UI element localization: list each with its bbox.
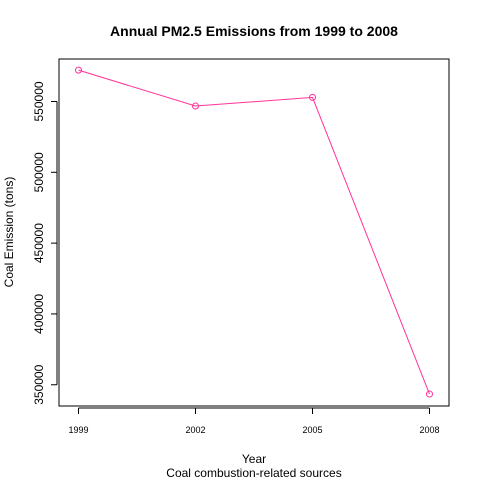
x-tick-label: 2005 [302, 425, 322, 435]
data-point [75, 66, 82, 74]
plot-area-frame [58, 58, 450, 407]
x-tick-label: 1999 [68, 425, 88, 435]
x-axis: 1999 2002 2005 2008 [68, 407, 440, 435]
y-axis-label: Coal Emission (tons) [2, 177, 16, 288]
y-tick-label: 500000 [32, 152, 46, 192]
y-tick-label: 450000 [32, 223, 46, 263]
series-layer [75, 66, 433, 398]
y-tick-label: 350000 [32, 364, 46, 404]
x-tick-label: 2002 [185, 425, 205, 435]
x-axis-label: Year [242, 452, 266, 466]
y-axis: 350000 400000 450000 500000 550000 [32, 81, 58, 405]
chart-subtitle: Coal combustion-related sources [166, 466, 341, 480]
data-point [192, 102, 199, 110]
y-tick-label: 400000 [32, 294, 46, 334]
data-point [426, 390, 433, 398]
series-line [78, 69, 430, 395]
chart-title: Annual PM2.5 Emissions from 1999 to 2008 [110, 23, 398, 39]
data-point [309, 93, 316, 101]
x-tick-label: 2008 [419, 425, 439, 435]
y-tick-label: 550000 [32, 81, 46, 121]
